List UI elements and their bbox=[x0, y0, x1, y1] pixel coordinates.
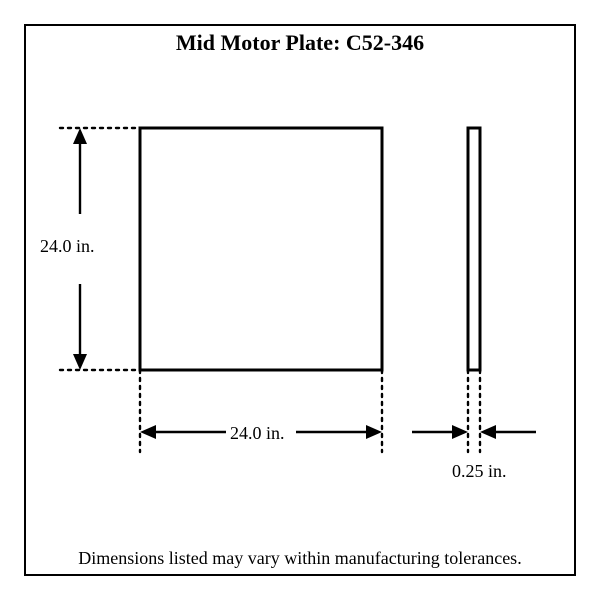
drawing-canvas: Mid Motor Plate: C52-346 Dimensions list… bbox=[0, 0, 600, 600]
drawing-svg bbox=[0, 0, 600, 600]
